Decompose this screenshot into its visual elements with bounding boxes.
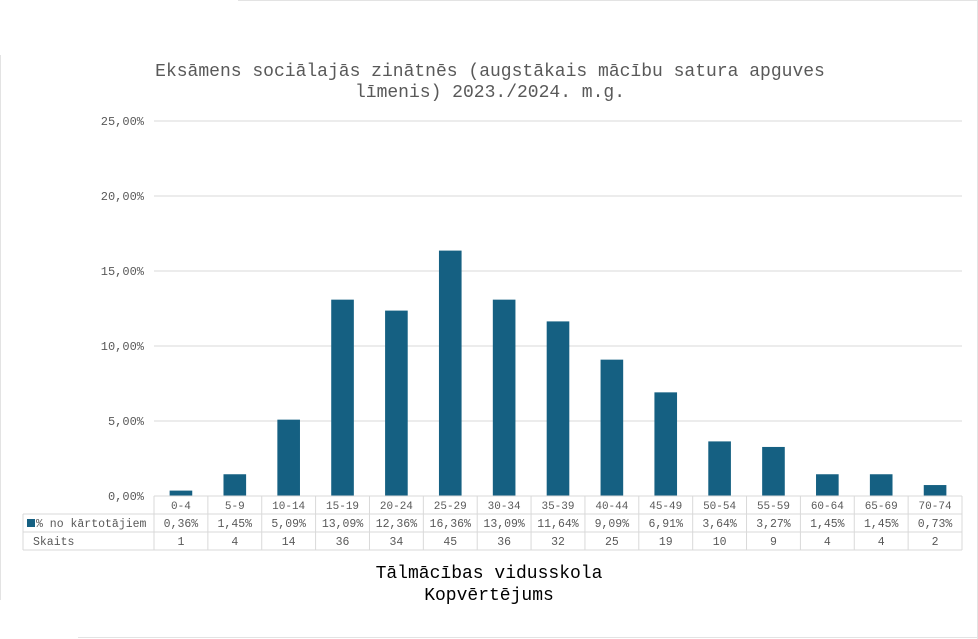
summary-label: Kopvērtējums [424,586,554,606]
data-label: 3,27% [756,518,791,531]
left-edge-line [0,55,1,600]
bar-50-54 [708,441,731,496]
data-label: 9,09% [595,518,630,531]
school-name: Tālmācības vidusskola [375,564,603,584]
count-label: 45 [443,536,457,549]
category-label: 60-64 [811,501,844,513]
data-label: 13,09% [483,518,525,531]
count-label: 9 [770,536,777,549]
count-label: 19 [659,536,673,549]
count-label: 25 [605,536,619,549]
data-label: 11,64% [537,518,579,531]
y-tick-label: 20,00% [101,190,145,204]
count-label: 2 [932,536,939,549]
count-label: 1 [177,536,184,549]
data-label: 6,91% [648,518,683,531]
count-label: 36 [336,536,350,549]
category-label: 45-49 [649,501,682,513]
data-label: 1,45% [218,518,253,531]
y-tick-label: 25,00% [101,115,145,129]
data-label: 1,45% [864,518,899,531]
category-label: 0-4 [171,501,191,513]
bottom-edge-line [78,637,978,638]
bar-0-4 [169,490,193,496]
bar-55-59 [762,446,785,496]
category-label: 35-39 [541,501,574,513]
data-label: 0,36% [164,518,199,531]
data-label: 3,64% [702,518,737,531]
category-label: 50-54 [703,501,736,513]
chart-title: Eksāmens sociālajās zinātnēs (augstākais… [155,62,825,103]
count-label: 14 [282,536,296,549]
category-label: 40-44 [595,501,628,513]
y-tick-label: 0,00% [108,490,145,504]
category-label: 20-24 [380,501,413,513]
bar-60-64 [816,474,839,496]
count-label: 34 [389,536,403,549]
count-label: 10 [713,536,727,549]
count-label: 32 [551,536,565,549]
bar-65-69 [869,474,893,496]
category-label: 30-34 [488,501,521,513]
category-label: 5-9 [225,501,245,513]
bar-25-29 [438,250,462,496]
y-tick-label: 15,00% [101,265,145,279]
count-label: 36 [497,536,511,549]
count-label: 4 [231,536,238,549]
bar-5-9 [223,474,247,496]
series-name-label: % no kārtotājiem [36,518,147,531]
category-label: 25-29 [434,501,467,513]
category-label: 70-74 [919,501,952,513]
data-label: 5,09% [271,518,306,531]
data-label: 16,36% [430,518,472,531]
bar-15-19 [331,299,354,496]
bar-30-34 [492,299,516,496]
bar-35-39 [546,321,570,496]
y-tick-label: 5,00% [108,415,145,429]
bar-45-49 [654,392,678,496]
bar-10-14 [277,419,300,496]
count-label: 4 [878,536,885,549]
count-label: 4 [824,536,831,549]
category-label: 15-19 [326,501,359,513]
category-label: 55-59 [757,501,790,513]
chart-footer: Tālmācības vidusskola Kopvērtējums [0,563,978,607]
chart-svg: 0,00% 5,00% 10,00% 15,00% 20,00% 25,00% 0-4 5-9… [22,115,963,551]
row-name-label: Skaits [33,536,74,549]
data-label: 12,36% [376,518,418,531]
bar-70-74 [923,485,947,496]
bar-40-44 [600,359,624,496]
category-label: 10-14 [272,501,305,513]
data-label: 0,73% [918,518,953,531]
data-label: 1,45% [810,518,845,531]
top-edge-line [238,0,978,1]
category-label: 65-69 [865,501,898,513]
data-label: 13,09% [322,518,364,531]
bar-20-24 [385,310,408,496]
legend-key [27,519,35,527]
y-tick-label: 10,00% [101,340,145,354]
